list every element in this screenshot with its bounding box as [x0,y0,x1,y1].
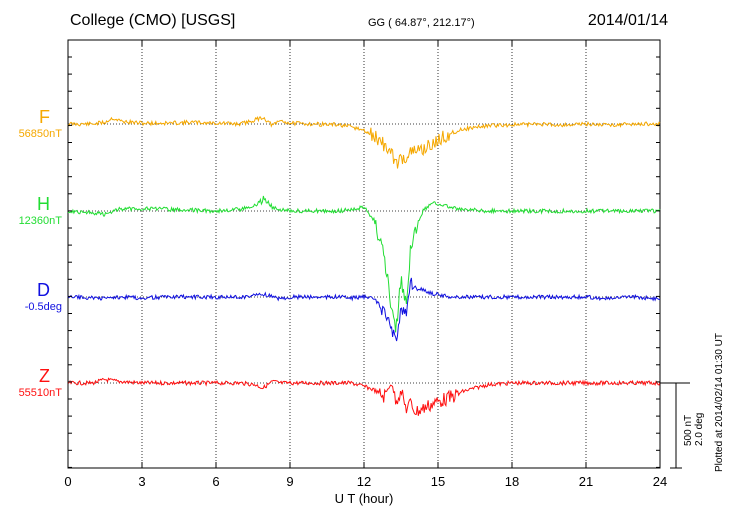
series-group [67,116,661,416]
component-baseline-value: 56850nT [18,128,62,140]
grid-lines [141,40,587,468]
tick-label-15: 15 [431,474,445,489]
scale-bar [660,382,690,469]
component-name: F [39,107,50,127]
plotted-at-note: Plotted at 2014/02/14 01:30 UT [714,333,725,472]
series-line-D [67,277,661,342]
x-axis-label: U T (hour) [335,491,394,506]
date-label: 2014/01/14 [587,12,668,29]
tick-label-6: 6 [212,474,219,489]
component-label-D: D -0.5deg [25,280,62,313]
component-label-F: F 56850nT [19,107,62,140]
coordinates-label: GG ( 64.87°, 212.17°) [368,17,475,29]
tick-label-0: 0 [64,474,71,489]
component-baseline-value: 12360nT [18,215,62,227]
component-label-Z: Z 55510nT [19,366,62,399]
scale-nt-label: 500 nT [683,414,694,446]
tick-label-12: 12 [357,474,371,489]
tick-label-18: 18 [505,474,519,489]
scale-bar-label: 500 nT 2.0 deg [683,413,705,446]
station-title: College (CMO) [USGS] [70,12,236,29]
component-baseline-value: 55510nT [18,387,62,399]
component-name: H [37,194,50,214]
component-name: D [37,280,50,300]
tick-label-3: 3 [138,474,145,489]
component-name: Z [39,366,50,386]
x-ticks: 0 3 6 9 12 15 18 21 24 [64,40,667,489]
tick-label-24: 24 [653,474,667,489]
tick-label-9: 9 [286,474,293,489]
series-line-H [67,195,661,333]
component-baseline-value: -0.5deg [24,301,62,313]
series-line-Z [67,377,661,416]
component-label-H: H 12360nT [19,194,62,227]
tick-label-21: 21 [579,474,593,489]
scale-deg-label: 2.0 deg [694,412,705,446]
series-line-F [67,116,661,169]
